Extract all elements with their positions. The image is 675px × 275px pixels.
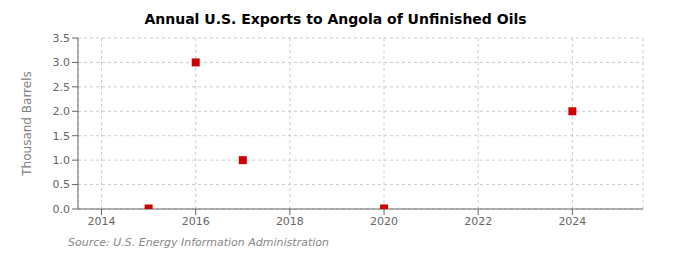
svg-text:2020: 2020 [370, 215, 398, 228]
html-text:Source: U.S. Energy Informatio: Source: U.S. Energy Information Administ… [68, 236, 329, 249]
svg-text:3.5: 3.5 [53, 32, 71, 45]
svg-text:2022: 2022 [464, 215, 492, 228]
svg-text:2.5: 2.5 [53, 81, 71, 94]
svg-text:3.0: 3.0 [53, 56, 71, 69]
svg-text:2.0: 2.0 [53, 105, 71, 118]
svg-text:2024: 2024 [558, 215, 586, 228]
svg-text:0.0: 0.0 [53, 203, 71, 216]
svg-text:Thousand Barrels: Thousand Barrels [20, 71, 34, 176]
svg-text:2016: 2016 [182, 215, 210, 228]
svg-text:1.5: 1.5 [53, 130, 71, 143]
svg-text:0.5: 0.5 [53, 178, 71, 191]
svg-text:1.0: 1.0 [53, 154, 71, 167]
html-text:Annual U.S. Exports to Angola: Annual U.S. Exports to Angola of Unfinis… [144, 11, 527, 27]
svg-text:2014: 2014 [88, 215, 116, 228]
svg-text:2018: 2018 [276, 215, 304, 228]
